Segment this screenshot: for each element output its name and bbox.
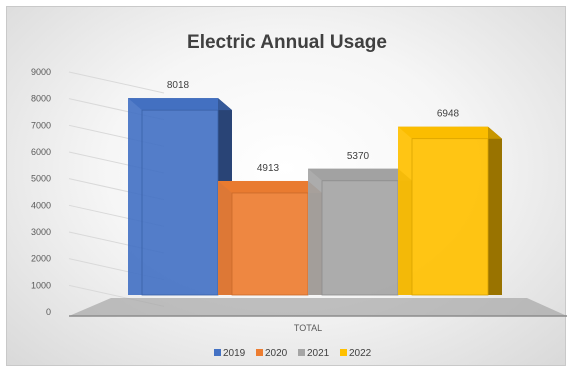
chart-floor [69, 298, 567, 317]
gridline [68, 71, 165, 94]
bar-2021 [308, 168, 412, 296]
y-axis-ticks: 0 1000 2000 3000 4000 5000 6000 7000 8000 9000 [31, 67, 51, 317]
legend-label: 2020 [265, 348, 288, 359]
data-label-2020: 4913 [257, 163, 280, 174]
legend-label: 2019 [223, 348, 246, 359]
floor-plane [69, 298, 567, 316]
legend-swatch [214, 349, 221, 356]
y-tick-label: 8000 [31, 94, 51, 104]
x-category-label: TOTAL [294, 323, 322, 333]
y-tick-label: 9000 [31, 67, 51, 77]
y-tick-label: 0 [46, 307, 51, 317]
legend-swatch [256, 349, 263, 356]
bar-2022 [398, 126, 502, 296]
y-tick-label: 6000 [31, 147, 51, 157]
legend-swatch [298, 349, 305, 356]
chart-title: Electric Annual Usage [187, 32, 387, 53]
bar-inner-edge [411, 138, 489, 296]
legend-item-2020: 2020 [256, 348, 288, 359]
data-label-2022: 6948 [437, 109, 460, 120]
bar-2019 [128, 98, 232, 296]
chart-svg: 0 1000 2000 3000 4000 5000 6000 7000 8000 9000 80… [31, 32, 567, 359]
bar-side-face [488, 126, 502, 295]
legend-item-2021: 2021 [298, 348, 330, 359]
bar-front-face [398, 126, 488, 295]
gridlines [68, 71, 165, 307]
bars [128, 98, 502, 296]
y-tick-label: 4000 [31, 200, 51, 210]
data-label-2019: 8018 [167, 80, 190, 91]
bar-2020 [218, 180, 322, 296]
legend: 2019 2020 2021 2022 [214, 348, 372, 359]
y-tick-label: 2000 [31, 254, 51, 264]
y-tick-label: 7000 [31, 120, 51, 130]
bar-front-face [308, 168, 398, 295]
data-label-2021: 5370 [347, 151, 370, 162]
y-tick-label: 5000 [31, 174, 51, 184]
bar-front-face [218, 180, 308, 295]
chart-frame: 0 1000 2000 3000 4000 5000 6000 7000 8000 9000 80… [6, 6, 567, 366]
legend-label: 2021 [307, 348, 330, 359]
bar-front-face [128, 98, 218, 295]
legend-item-2022: 2022 [340, 348, 372, 359]
legend-swatch [340, 349, 347, 356]
y-tick-label: 1000 [31, 280, 51, 290]
legend-label: 2022 [349, 348, 372, 359]
data-labels: 8018 4913 5370 6948 [167, 80, 460, 174]
legend-item-2019: 2019 [214, 348, 246, 359]
y-tick-label: 3000 [31, 227, 51, 237]
